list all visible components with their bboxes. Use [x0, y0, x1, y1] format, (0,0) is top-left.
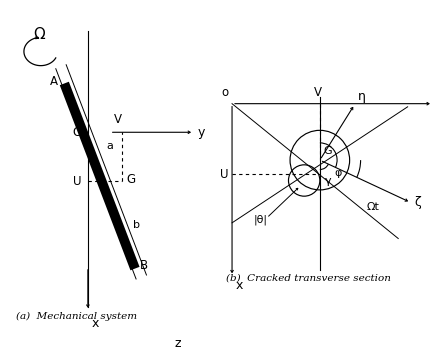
Text: x: x	[235, 279, 242, 292]
Text: U: U	[219, 168, 228, 181]
Text: (a)  Mechanical system: (a) Mechanical system	[15, 312, 136, 321]
Text: ζ: ζ	[413, 196, 420, 209]
Text: b: b	[133, 220, 140, 230]
Text: G: G	[126, 173, 135, 186]
Text: A: A	[50, 75, 58, 88]
Text: o: o	[221, 86, 228, 99]
Text: |θ|: |θ|	[254, 214, 267, 225]
Text: (b)  Cracked transverse section: (b) Cracked transverse section	[225, 273, 390, 282]
Text: x: x	[91, 318, 99, 330]
Text: B: B	[140, 259, 148, 272]
Text: Ω: Ω	[33, 27, 45, 42]
Text: U: U	[73, 174, 81, 188]
Text: y: y	[197, 126, 204, 139]
Text: G: G	[323, 146, 332, 156]
Text: V: V	[314, 86, 321, 99]
Text: O: O	[72, 126, 81, 139]
Text: V: V	[114, 113, 122, 126]
Text: η: η	[357, 90, 365, 103]
Text: a: a	[106, 141, 113, 151]
Text: Ωt: Ωt	[366, 202, 379, 212]
Text: φ: φ	[333, 168, 341, 178]
Text: γ: γ	[324, 176, 330, 186]
Text: z: z	[173, 337, 180, 350]
